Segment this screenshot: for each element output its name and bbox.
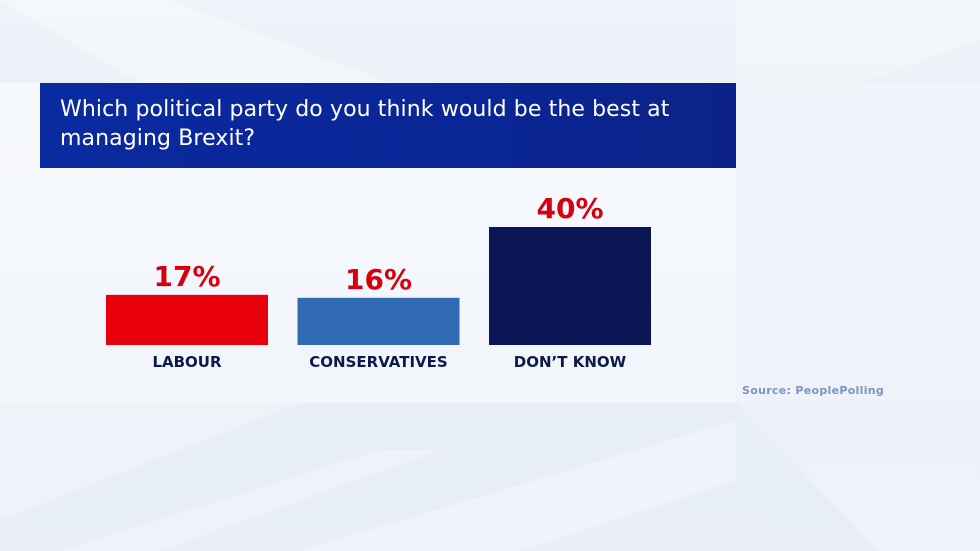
bar-conservatives (297, 297, 460, 345)
value-label: 40% (536, 192, 603, 225)
category-label: LABOUR (152, 353, 222, 371)
value-label: 16% (345, 263, 412, 296)
value-label: 17% (153, 260, 220, 293)
chart-panel-side (736, 83, 980, 403)
bar-labour (106, 294, 268, 345)
chart-title: Which political party do you think would… (60, 97, 670, 151)
category-label: DON’T KNOW (514, 353, 627, 371)
bar-don-t-know (489, 227, 651, 345)
source-label: Source: PeoplePolling (742, 384, 885, 397)
title-banner: Which political party do you think would… (40, 83, 736, 168)
category-label: CONSERVATIVES (309, 353, 447, 371)
